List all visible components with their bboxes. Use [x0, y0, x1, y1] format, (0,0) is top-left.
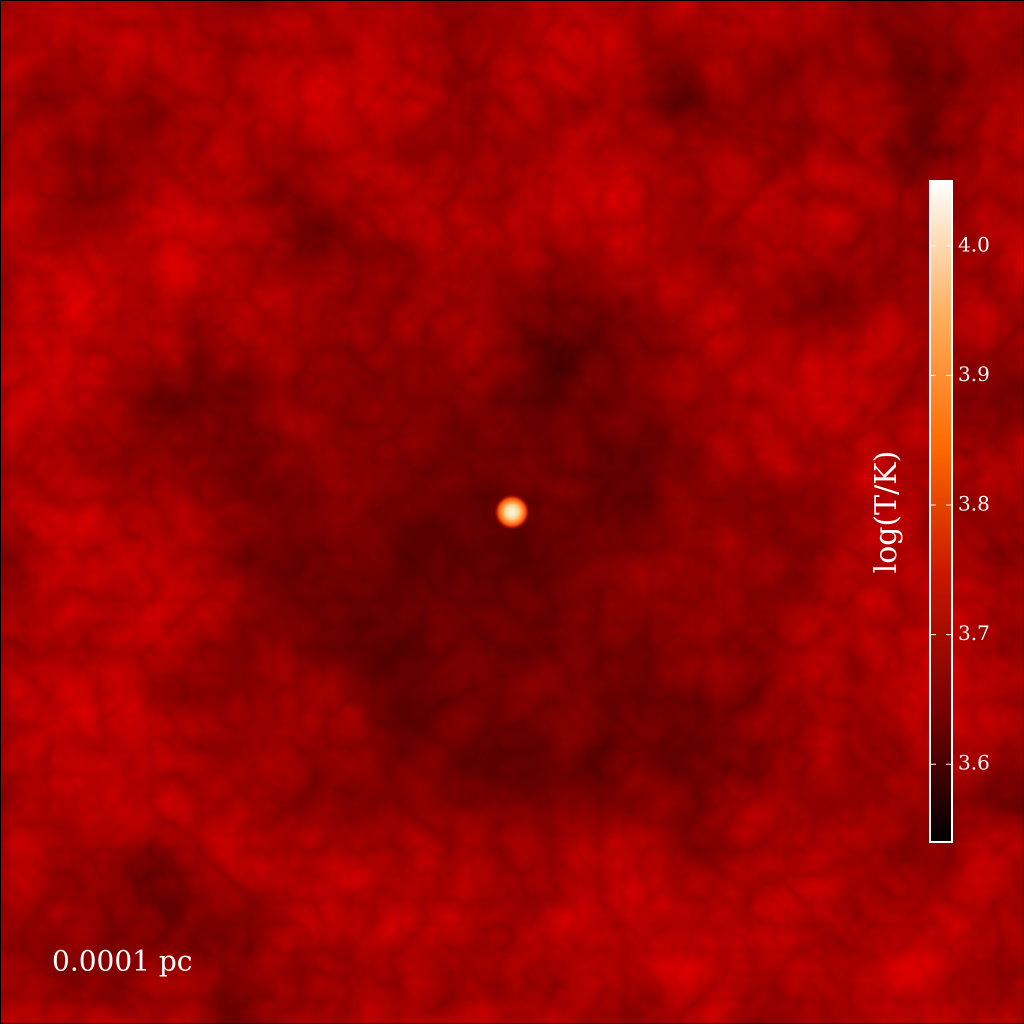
colorbar-tick-label: 4.0	[958, 232, 990, 256]
hot-spot	[494, 494, 530, 530]
scale-annotation: 0.0001 pc	[52, 945, 192, 978]
colorbar-tick-label: 3.9	[958, 362, 990, 386]
colorbar-tick-label: 3.7	[958, 621, 990, 645]
colorbar-tick-label: 3.8	[958, 492, 990, 516]
colorbar-label: log(T/K)	[869, 451, 904, 574]
colorbar-tick-label: 3.6	[958, 751, 990, 775]
colorbar	[929, 180, 953, 843]
